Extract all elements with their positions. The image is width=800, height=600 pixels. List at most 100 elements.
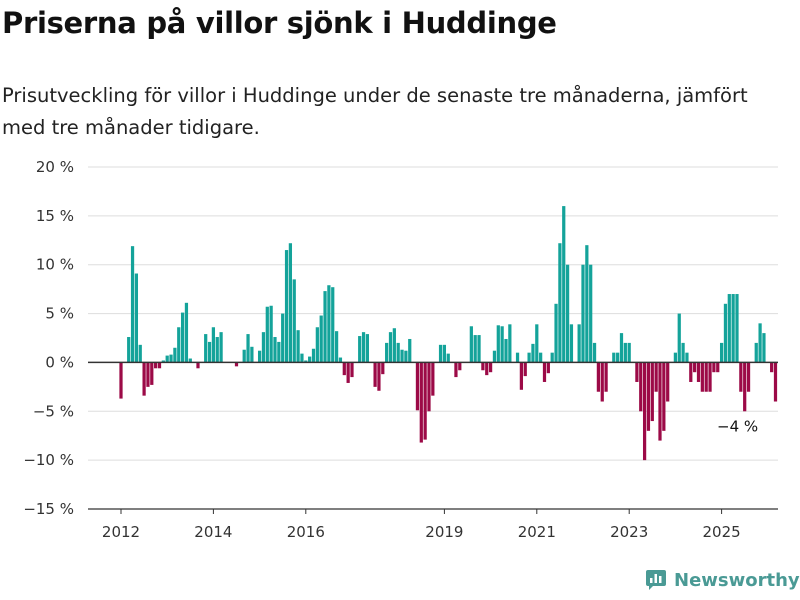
bar: [338, 357, 343, 363]
bar: [719, 342, 724, 363]
x-tick-label: 2012: [102, 523, 140, 541]
bar: [438, 344, 443, 363]
bar: [119, 362, 123, 399]
bar: [712, 362, 716, 373]
bar: [331, 287, 335, 363]
newsworthy-logo: Newsworthy: [644, 568, 800, 592]
bar: [415, 362, 420, 411]
bar: [184, 302, 189, 363]
bar: [296, 330, 300, 363]
bar: [677, 313, 681, 363]
bar: [304, 360, 308, 363]
bar: [292, 279, 296, 363]
bar: [423, 362, 427, 440]
bar: [704, 362, 708, 392]
bar: [146, 362, 150, 387]
bar: [358, 336, 362, 363]
bar: [773, 362, 778, 402]
bar: [681, 342, 685, 363]
bar: [754, 342, 758, 363]
bar: [138, 344, 142, 363]
bar: [700, 362, 704, 392]
y-tick-label: 0 %: [45, 353, 74, 371]
bar: [281, 313, 285, 363]
bar: [342, 362, 346, 376]
bar: [204, 334, 208, 363]
bar: [177, 327, 181, 363]
bar: [127, 337, 131, 363]
bar: [250, 346, 254, 363]
bar: [735, 294, 739, 363]
bar: [350, 362, 354, 378]
bar: [485, 362, 489, 376]
bar: [739, 362, 743, 392]
x-tick-label: 2025: [703, 523, 741, 541]
bar: [662, 362, 666, 431]
bars: [119, 206, 778, 461]
bar: [150, 362, 154, 385]
x-tick-label: 2014: [194, 523, 232, 541]
bar: [612, 352, 616, 363]
bar: [658, 362, 662, 441]
bar: [539, 352, 543, 363]
bar: [654, 362, 658, 392]
bar: [650, 362, 654, 422]
bar: [277, 341, 281, 363]
bar: [346, 362, 350, 383]
bar: [161, 360, 165, 363]
bar: [581, 264, 585, 363]
bar: [562, 206, 566, 363]
bar: [404, 350, 408, 363]
bar: [373, 362, 377, 387]
bar: [385, 342, 389, 363]
bar: [477, 335, 481, 363]
bar: [157, 362, 162, 369]
y-tick-label: 15 %: [36, 207, 74, 225]
bar: [392, 328, 396, 363]
y-tick-label: −15 %: [23, 500, 74, 518]
bar: [531, 343, 535, 363]
y-tick-label: 20 %: [36, 158, 74, 176]
bar: [492, 350, 497, 363]
bar: [627, 342, 631, 363]
bar: [154, 362, 158, 369]
bar: [142, 362, 146, 396]
axes: [88, 361, 778, 514]
bar: [219, 332, 223, 363]
x-tick-label: 2023: [610, 523, 648, 541]
bar: [642, 362, 647, 461]
bar: [458, 362, 462, 371]
bar: [211, 327, 216, 363]
bar: [261, 332, 266, 363]
bar: [535, 324, 539, 363]
bar: [708, 362, 712, 392]
bar: [685, 352, 689, 363]
bar: [592, 342, 597, 363]
bar: [600, 362, 604, 402]
bar: [308, 356, 312, 363]
bar: [565, 264, 570, 363]
bar: [300, 353, 304, 363]
bar: [604, 362, 608, 392]
bar: [257, 350, 262, 363]
bar: [523, 362, 527, 377]
bar: [377, 362, 381, 391]
bar: [770, 362, 774, 373]
bar: [746, 362, 751, 392]
chart-subtitle: Prisutveckling för villor i Huddinge und…: [2, 84, 748, 139]
bar: [596, 362, 601, 392]
bar: [381, 362, 385, 375]
bar: [716, 362, 720, 373]
bar: [731, 294, 735, 363]
bar: [188, 358, 192, 363]
bar: [327, 285, 331, 363]
bar: [311, 348, 316, 363]
annotation-label: −4 %: [717, 418, 758, 436]
bar: [215, 337, 219, 363]
bar: [130, 246, 135, 363]
bar: [481, 362, 485, 371]
bar: [619, 333, 624, 363]
bar: [334, 331, 339, 363]
bar: [585, 245, 589, 363]
bar: [169, 354, 173, 363]
